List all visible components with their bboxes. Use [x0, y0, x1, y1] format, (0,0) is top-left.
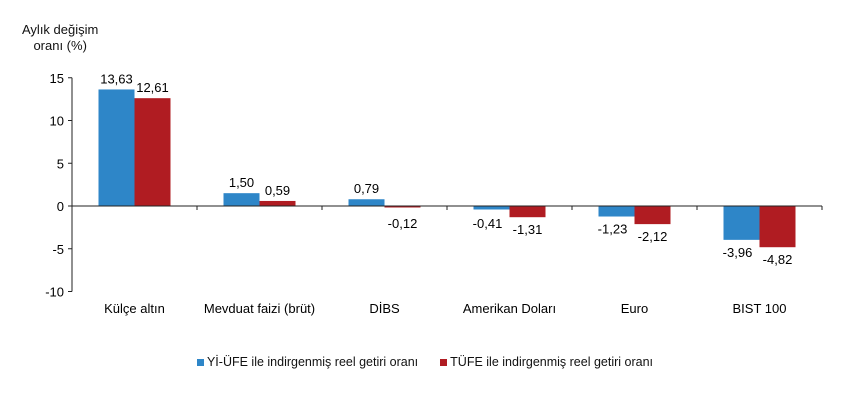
- y-tick-label: 15: [50, 71, 64, 86]
- bar-yi-ufe: [473, 206, 510, 210]
- bar-tufe: [259, 200, 296, 206]
- bar-yi-ufe: [223, 193, 260, 206]
- data-label: 12,61: [136, 80, 169, 95]
- legend-swatch-blue: [196, 358, 204, 366]
- data-label: 0,79: [354, 181, 379, 196]
- x-tick-label: DİBS: [369, 301, 400, 316]
- y-tick-label: -5: [52, 242, 64, 257]
- x-tick-label: Mevduat faizi (brüt): [204, 301, 315, 316]
- bar-yi-ufe: [98, 89, 135, 206]
- legend-label: Yİ-ÜFE ile indirgenmiş reel getiri oranı: [206, 355, 419, 369]
- data-label: -0,12: [388, 216, 418, 231]
- data-label: -1,31: [513, 222, 543, 237]
- data-label: 0,59: [265, 183, 290, 198]
- bar-tufe: [509, 206, 546, 218]
- legend-item-yi-ufe: Yİ-ÜFE ile indirgenmiş reel getiri oranı: [196, 355, 419, 369]
- x-tick-label: Euro: [621, 301, 648, 316]
- legend-swatch-red: [440, 358, 448, 366]
- y-tick-label: 5: [57, 156, 64, 171]
- bar-tufe: [634, 206, 671, 225]
- y-tick-label: -10: [45, 285, 64, 300]
- data-label: -4,82: [763, 252, 793, 267]
- bar-yi-ufe: [348, 199, 385, 206]
- bar-yi-ufe: [598, 206, 635, 217]
- data-label: 1,50: [229, 175, 254, 190]
- legend-label: TÜFE ile indirgenmiş reel getiri oranı: [450, 355, 654, 369]
- y-tick-label: 10: [50, 114, 64, 129]
- bar-tufe: [134, 98, 171, 206]
- data-label: -2,12: [638, 229, 668, 244]
- legend: Yİ-ÜFE ile indirgenmiş reel getiri oranı…: [0, 355, 850, 369]
- y-axis-label: Aylık değişim oranı (%): [22, 22, 98, 54]
- x-tick-label: Amerikan Doları: [463, 301, 556, 316]
- data-label: -3,96: [723, 245, 753, 260]
- data-label: 13,63: [100, 71, 133, 86]
- y-axis-label-line-2: oranı (%): [33, 38, 87, 53]
- data-label: -0,41: [473, 216, 503, 231]
- bar-tufe: [759, 206, 796, 248]
- x-tick-label: Külçe altın: [104, 301, 165, 316]
- bar-yi-ufe: [723, 206, 760, 240]
- y-axis-label-line-1: Aylık değişim: [22, 22, 99, 37]
- x-tick-label: BIST 100: [733, 301, 787, 316]
- bar-tufe: [384, 206, 421, 208]
- data-label: -1,23: [598, 222, 628, 237]
- y-tick-label: 0: [57, 199, 64, 214]
- legend-item-tufe: TÜFE ile indirgenmiş reel getiri oranı: [440, 355, 653, 369]
